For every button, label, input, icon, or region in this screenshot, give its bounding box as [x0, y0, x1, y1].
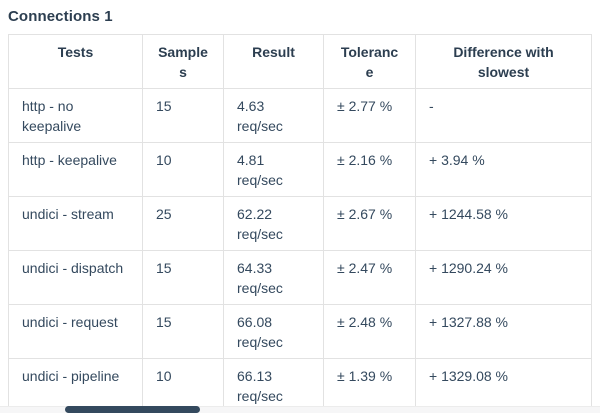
table-row: undici - stream 25 62.22 req/sec ± 2.67 …: [8, 196, 592, 251]
benchmark-table: Tests Samples Result Tolerance Differenc…: [8, 34, 592, 413]
cell-samples: 10: [142, 358, 224, 413]
cell-samples: 25: [142, 196, 224, 251]
horizontal-scrollbar-track[interactable]: [0, 406, 600, 413]
cell-test: undici - dispatch: [8, 250, 143, 305]
cell-tolerance: ± 2.47 %: [323, 250, 416, 305]
cell-difference: -: [415, 88, 592, 143]
table-row: undici - request 15 66.08 req/sec ± 2.48…: [8, 304, 592, 359]
cell-result: 66.13 req/sec: [223, 358, 324, 413]
cell-difference: + 1244.58 %: [415, 196, 592, 251]
cell-samples: 10: [142, 142, 224, 197]
column-header-tolerance: Tolerance: [323, 34, 416, 89]
column-header-difference: Difference with slowest: [415, 34, 592, 89]
column-header-tests: Tests: [8, 34, 143, 89]
cell-difference: + 1329.08 %: [415, 358, 592, 413]
cell-result: 64.33 req/sec: [223, 250, 324, 305]
cell-difference: + 1327.88 %: [415, 304, 592, 359]
cell-test: undici - pipeline: [8, 358, 143, 413]
table-row: undici - pipeline 10 66.13 req/sec ± 1.3…: [8, 358, 592, 413]
cell-result: 4.63 req/sec: [223, 88, 324, 143]
cell-samples: 15: [142, 250, 224, 305]
cell-test: undici - request: [8, 304, 143, 359]
column-header-result: Result: [223, 34, 324, 89]
cell-difference: + 3.94 %: [415, 142, 592, 197]
cell-difference: + 1290.24 %: [415, 250, 592, 305]
table-row: http - no keepalive 15 4.63 req/sec ± 2.…: [8, 88, 592, 143]
cell-samples: 15: [142, 88, 224, 143]
cell-test: http - keepalive: [8, 142, 143, 197]
horizontal-scrollbar-thumb[interactable]: [65, 406, 200, 413]
cell-tolerance: ± 2.77 %: [323, 88, 416, 143]
cell-result: 66.08 req/sec: [223, 304, 324, 359]
cell-tolerance: ± 1.39 %: [323, 358, 416, 413]
cell-tolerance: ± 2.67 %: [323, 196, 416, 251]
cell-result: 62.22 req/sec: [223, 196, 324, 251]
cell-result: 4.81 req/sec: [223, 142, 324, 197]
cell-tolerance: ± 2.48 %: [323, 304, 416, 359]
page-title: Connections 1: [8, 8, 113, 25]
cell-test: http - no keepalive: [8, 88, 143, 143]
table-header-row: Tests Samples Result Tolerance Differenc…: [8, 34, 592, 89]
cell-samples: 15: [142, 304, 224, 359]
cell-test: undici - stream: [8, 196, 143, 251]
column-header-samples: Samples: [142, 34, 224, 89]
table-row: http - keepalive 10 4.81 req/sec ± 2.16 …: [8, 142, 592, 197]
table-row: undici - dispatch 15 64.33 req/sec ± 2.4…: [8, 250, 592, 305]
cell-tolerance: ± 2.16 %: [323, 142, 416, 197]
